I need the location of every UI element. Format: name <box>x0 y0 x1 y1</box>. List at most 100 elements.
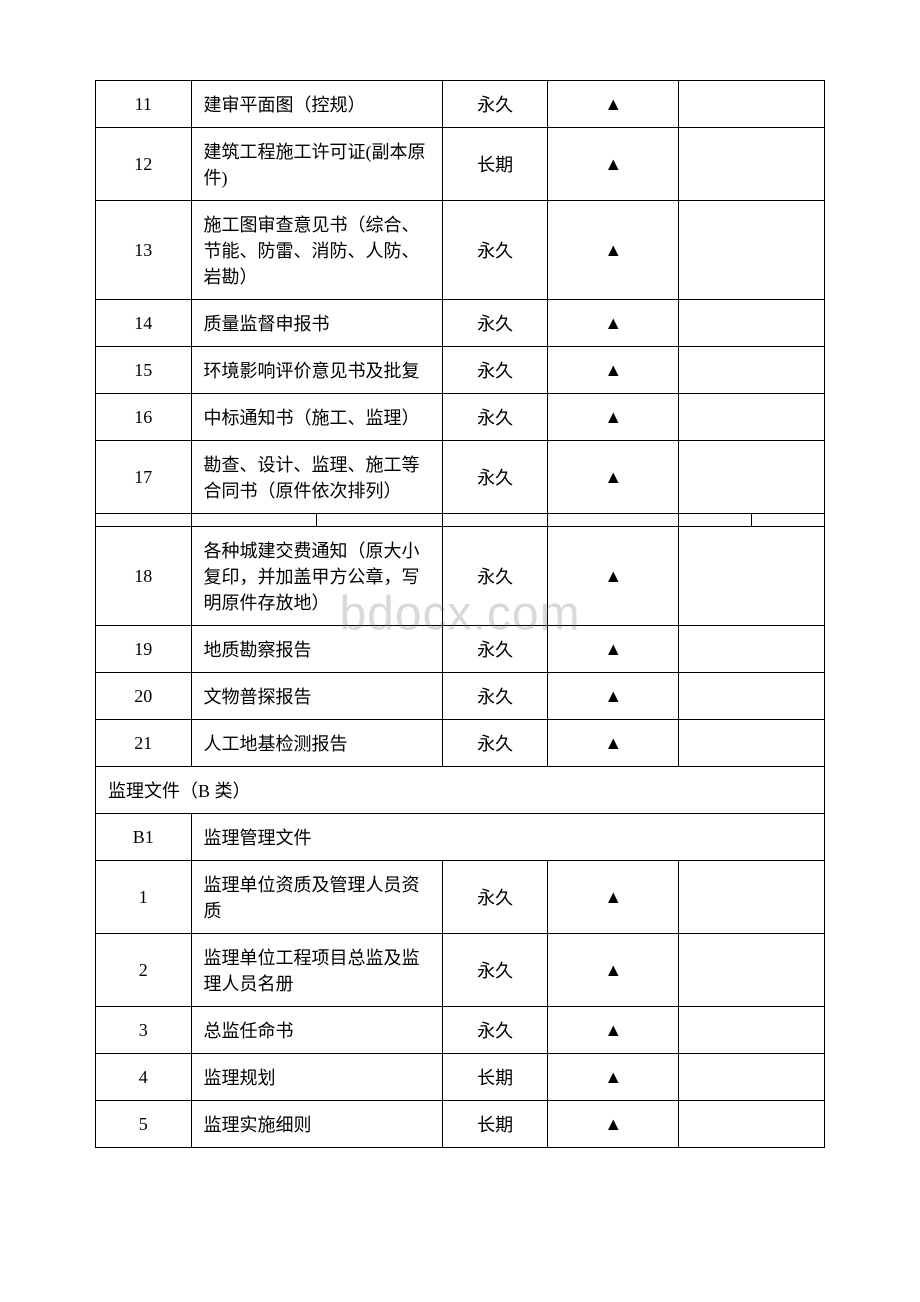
row-extra <box>679 673 825 720</box>
split-cell <box>96 514 192 527</box>
split-cell <box>548 514 679 527</box>
split-sub-right <box>752 514 824 526</box>
table-row: 18 各种城建交费通知（原大小复印，并加盖甲方公章，写明原件存放地） 永久 ▲ <box>96 527 825 626</box>
row-number: 1 <box>96 861 192 934</box>
row-extra <box>679 128 825 201</box>
table-row: 13 施工图审查意见书（综合、节能、防雷、消防、人防、岩勘） 永久 ▲ <box>96 201 825 300</box>
row-period: 永久 <box>442 720 548 767</box>
row-mark: ▲ <box>548 394 679 441</box>
row-desc: 监理实施细则 <box>191 1101 442 1148</box>
row-mark: ▲ <box>548 81 679 128</box>
table-row: 1 监理单位资质及管理人员资质 永久 ▲ <box>96 861 825 934</box>
row-extra <box>679 720 825 767</box>
table-row: 14 质量监督申报书 永久 ▲ <box>96 300 825 347</box>
row-mark: ▲ <box>548 347 679 394</box>
row-period: 长期 <box>442 1101 548 1148</box>
row-desc: 人工地基检测报告 <box>191 720 442 767</box>
table-row: 16 中标通知书（施工、监理） 永久 ▲ <box>96 394 825 441</box>
row-number: 16 <box>96 394 192 441</box>
table-row: 17 勘查、设计、监理、施工等合同书（原件依次排列） 永久 ▲ <box>96 441 825 514</box>
row-desc: 质量监督申报书 <box>191 300 442 347</box>
row-extra <box>679 527 825 626</box>
row-extra <box>679 300 825 347</box>
row-mark: ▲ <box>548 441 679 514</box>
row-desc: 建筑工程施工许可证(副本原件) <box>191 128 442 201</box>
table-row: 19 地质勘察报告 永久 ▲ <box>96 626 825 673</box>
table-row: 12 建筑工程施工许可证(副本原件) 长期 ▲ <box>96 128 825 201</box>
row-desc: 施工图审查意见书（综合、节能、防雷、消防、人防、岩勘） <box>191 201 442 300</box>
row-mark: ▲ <box>548 934 679 1007</box>
row-period: 永久 <box>442 861 548 934</box>
row-extra <box>679 1101 825 1148</box>
row-period: 永久 <box>442 934 548 1007</box>
table-row: 11 建审平面图（控规） 永久 ▲ <box>96 81 825 128</box>
row-mark: ▲ <box>548 673 679 720</box>
table-row-b1: B1 监理管理文件 <box>96 814 825 861</box>
split-cell <box>191 514 442 527</box>
row-period: 永久 <box>442 626 548 673</box>
row-period: 长期 <box>442 128 548 201</box>
row-mark: ▲ <box>548 300 679 347</box>
split-cell <box>679 514 825 527</box>
row-number: 15 <box>96 347 192 394</box>
row-mark: ▲ <box>548 861 679 934</box>
row-extra <box>679 1007 825 1054</box>
row-number: 12 <box>96 128 192 201</box>
row-mark: ▲ <box>548 128 679 201</box>
row-desc: 监理单位工程项目总监及监理人员名册 <box>191 934 442 1007</box>
table-row: 4 监理规划 长期 ▲ <box>96 1054 825 1101</box>
row-number: 21 <box>96 720 192 767</box>
row-extra <box>679 394 825 441</box>
row-extra <box>679 934 825 1007</box>
table-row: 3 总监任命书 永久 ▲ <box>96 1007 825 1054</box>
row-number: 20 <box>96 673 192 720</box>
row-number: 19 <box>96 626 192 673</box>
row-period: 永久 <box>442 81 548 128</box>
row-mark: ▲ <box>548 1101 679 1148</box>
row-period: 永久 <box>442 394 548 441</box>
row-extra <box>679 347 825 394</box>
split-sub-right <box>317 514 442 526</box>
row-mark: ▲ <box>548 527 679 626</box>
split-sub-left <box>192 514 317 526</box>
row-extra <box>679 861 825 934</box>
row-number: 14 <box>96 300 192 347</box>
row-desc: 中标通知书（施工、监理） <box>191 394 442 441</box>
table-row: 21 人工地基检测报告 永久 ▲ <box>96 720 825 767</box>
row-desc: 监理规划 <box>191 1054 442 1101</box>
row-mark: ▲ <box>548 201 679 300</box>
split-cell <box>442 514 548 527</box>
row-desc: 地质勘察报告 <box>191 626 442 673</box>
row-number: 17 <box>96 441 192 514</box>
row-mark: ▲ <box>548 1054 679 1101</box>
table-split-row <box>96 514 825 527</box>
row-desc: 勘查、设计、监理、施工等合同书（原件依次排列） <box>191 441 442 514</box>
row-desc: 文物普探报告 <box>191 673 442 720</box>
row-period: 永久 <box>442 441 548 514</box>
row-desc: 总监任命书 <box>191 1007 442 1054</box>
row-number: 5 <box>96 1101 192 1148</box>
document-table: 11 建审平面图（控规） 永久 ▲ 12 建筑工程施工许可证(副本原件) 长期 … <box>95 80 825 1148</box>
split-sub-left <box>679 514 751 526</box>
table-row: 15 环境影响评价意见书及批复 永久 ▲ <box>96 347 825 394</box>
row-period: 永久 <box>442 300 548 347</box>
row-extra <box>679 81 825 128</box>
row-extra <box>679 1054 825 1101</box>
row-number: B1 <box>96 814 192 861</box>
table-row: 5 监理实施细则 长期 ▲ <box>96 1101 825 1148</box>
row-period: 永久 <box>442 347 548 394</box>
row-extra <box>679 626 825 673</box>
row-period: 长期 <box>442 1054 548 1101</box>
row-desc: 建审平面图（控规） <box>191 81 442 128</box>
row-extra <box>679 201 825 300</box>
document-table-container: bdocx.com 11 建审平面图（控规） 永久 ▲ 12 建筑工程施工许可证… <box>95 80 825 1148</box>
table-row: 20 文物普探报告 永久 ▲ <box>96 673 825 720</box>
row-period: 永久 <box>442 527 548 626</box>
section-b-header: 监理文件（B 类） <box>96 767 825 814</box>
row-desc: 监理单位资质及管理人员资质 <box>191 861 442 934</box>
row-number: 3 <box>96 1007 192 1054</box>
row-number: 4 <box>96 1054 192 1101</box>
row-mark: ▲ <box>548 720 679 767</box>
table-row: 2 监理单位工程项目总监及监理人员名册 永久 ▲ <box>96 934 825 1007</box>
row-period: 永久 <box>442 673 548 720</box>
